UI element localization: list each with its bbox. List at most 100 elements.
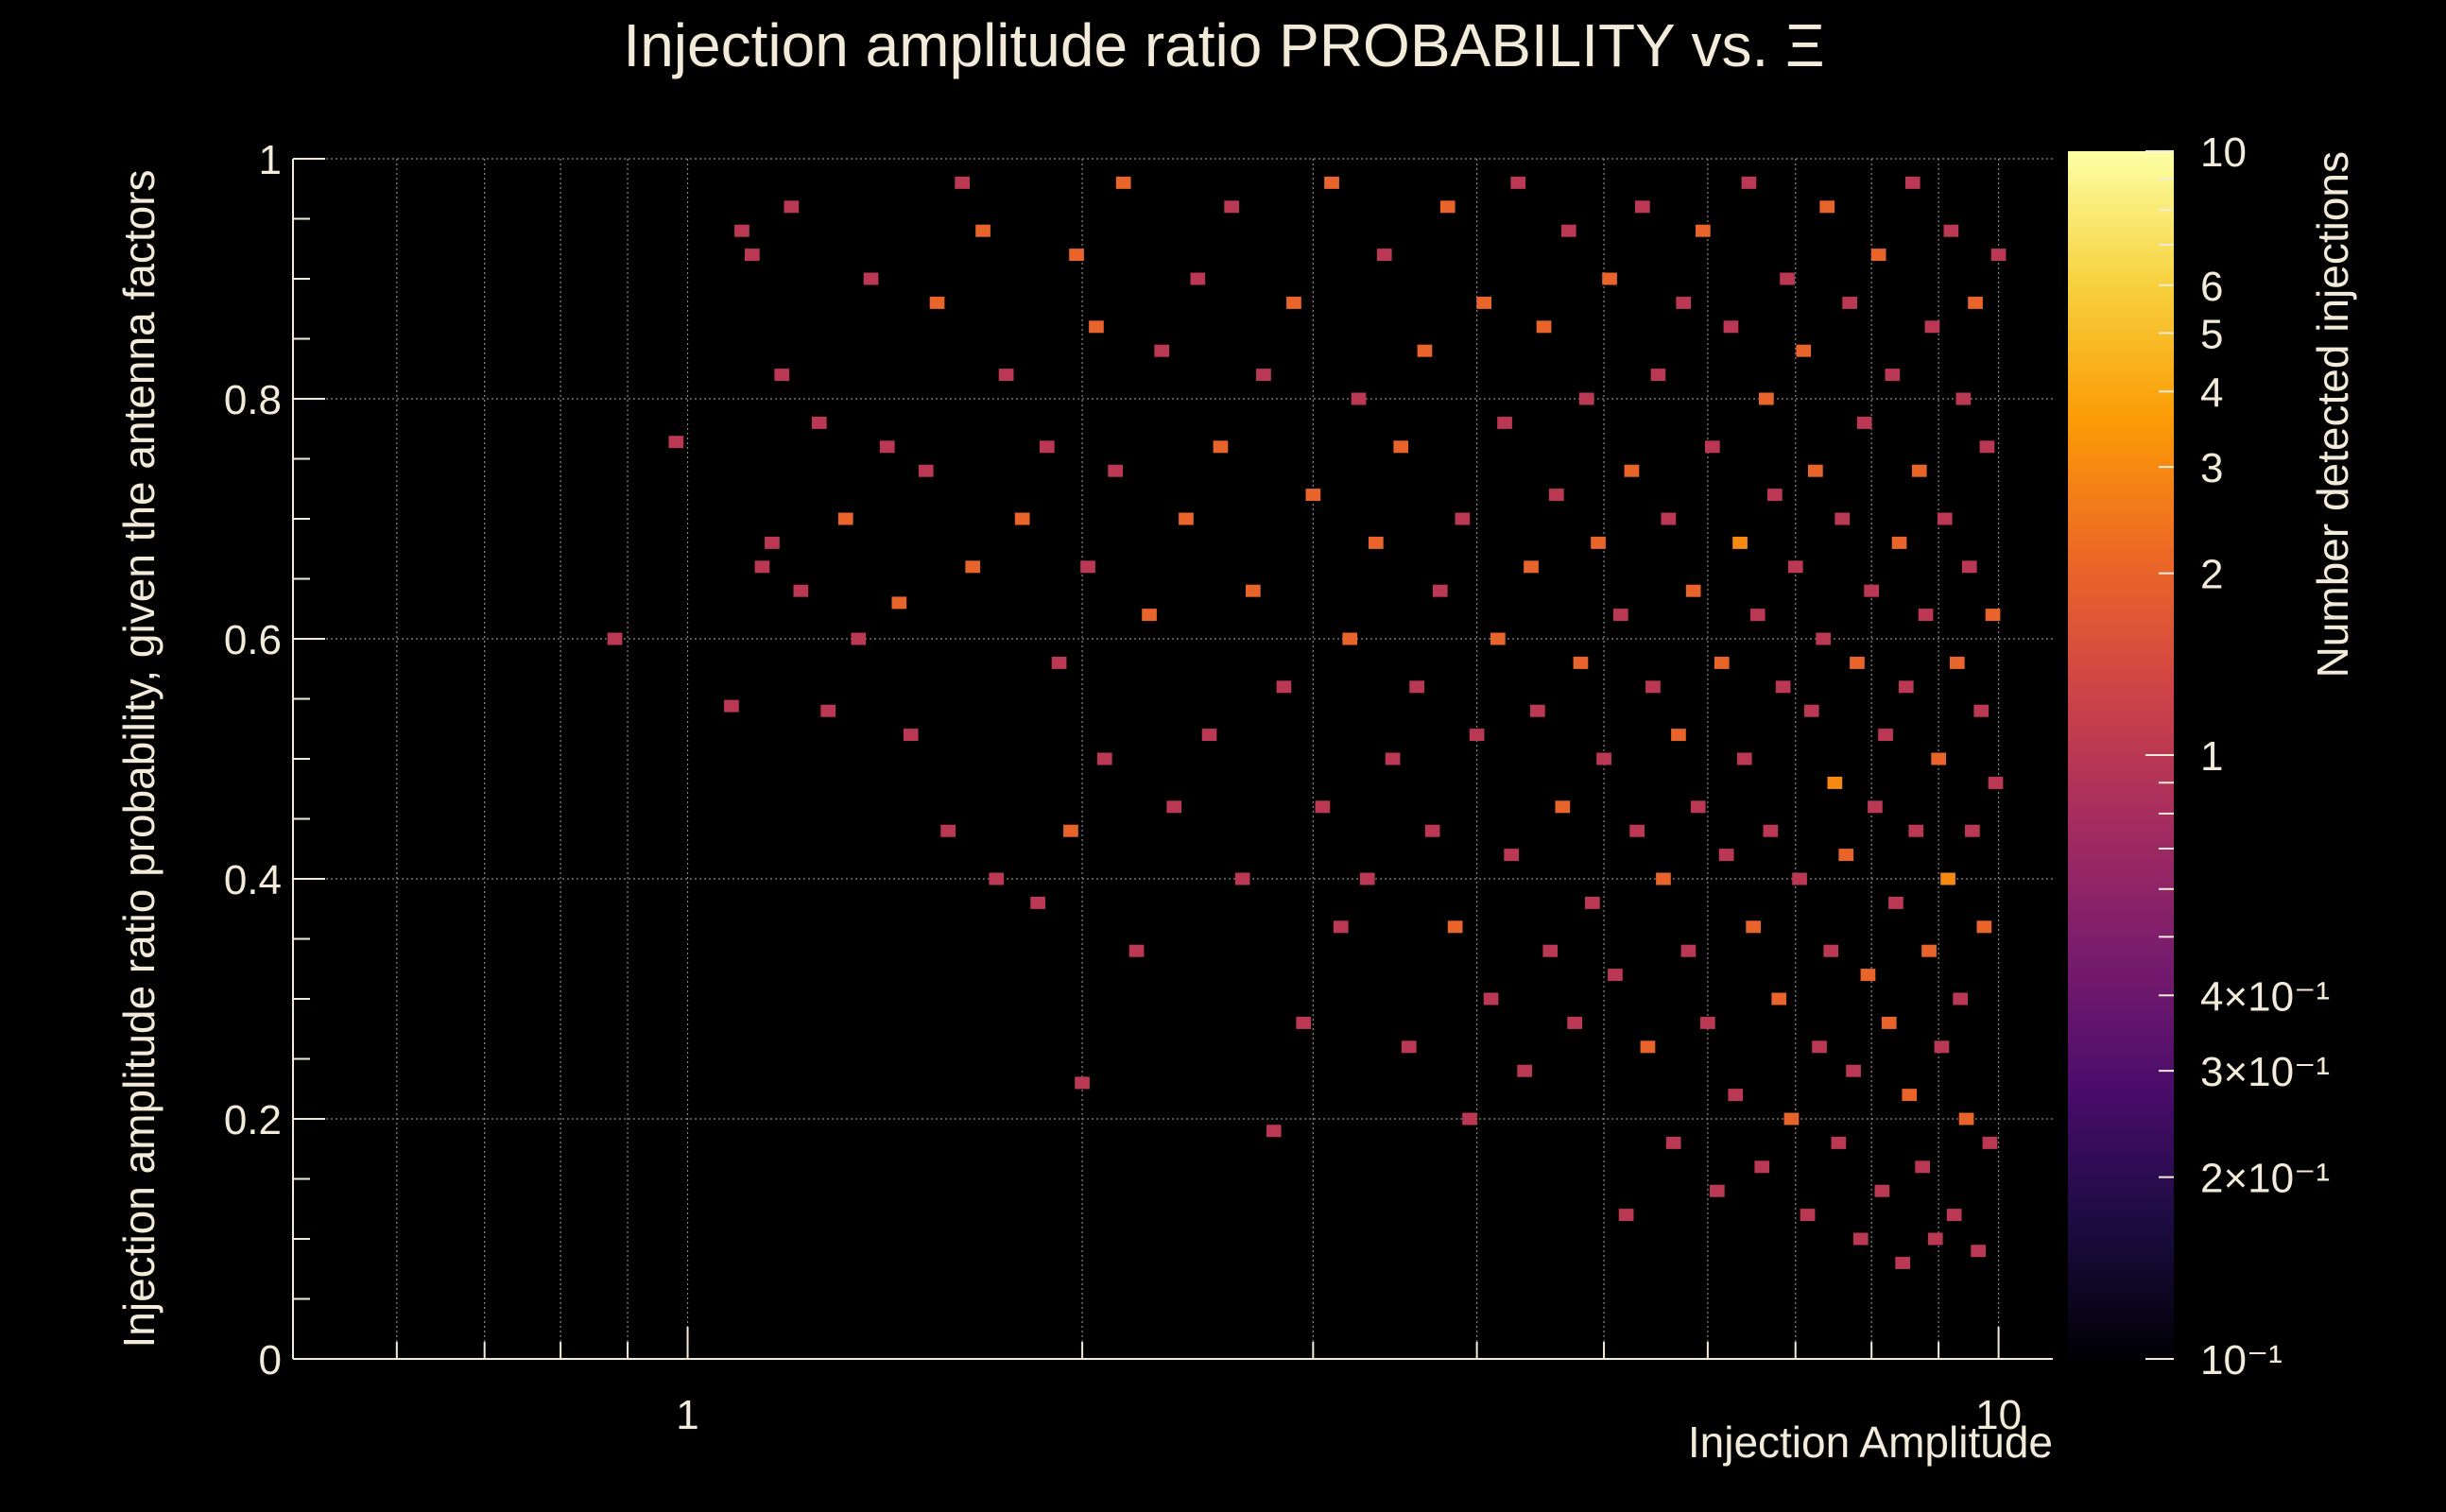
colorbar-title: Number detected injections — [2308, 151, 2357, 678]
heatmap-cell — [1555, 800, 1571, 814]
heatmap-cell — [1891, 536, 1907, 549]
heatmap-cell — [1775, 680, 1791, 694]
heatmap-cell — [784, 200, 800, 214]
heatmap-cell — [1908, 824, 1924, 837]
heatmap-cell — [811, 416, 827, 429]
heatmap-cell — [1447, 920, 1463, 934]
heatmap-cell — [975, 224, 990, 237]
heatmap-cell — [1860, 969, 1876, 982]
heatmap-cell — [1504, 849, 1519, 862]
heatmap-cell — [1567, 1016, 1582, 1029]
heatmap-cell — [1393, 440, 1409, 454]
heatmap-cell — [1455, 512, 1471, 525]
plot-area — [293, 159, 2053, 1359]
heatmap-cell — [1351, 392, 1367, 405]
heatmap-cell — [1324, 176, 1339, 189]
heatmap-cell — [837, 512, 853, 525]
heatmap-cell — [1069, 249, 1084, 262]
heatmap-cell — [1376, 249, 1392, 262]
heatmap-cell — [879, 440, 895, 454]
heatmap-cell — [1940, 872, 1955, 885]
heatmap-cell — [1439, 200, 1456, 214]
heatmap-cell — [1915, 1160, 1930, 1174]
heatmap-cell — [1934, 1040, 1950, 1054]
heatmap-cell — [1958, 1112, 1974, 1125]
colorbar-tick-label: 3×10⁻¹ — [2200, 1049, 2330, 1095]
heatmap-cell — [1315, 800, 1331, 814]
heatmap-cell — [1856, 416, 1872, 429]
heatmap-cell — [1635, 200, 1650, 214]
heatmap-cell — [1732, 536, 1748, 549]
heatmap-cell — [1578, 392, 1594, 405]
heatmap-cell — [1950, 656, 1965, 669]
chart-title: Injection amplitude ratio PROBABILITY vs… — [623, 11, 1824, 79]
heatmap-cell — [1749, 609, 1766, 622]
heatmap-cell — [1624, 464, 1640, 477]
colorbar-tick-label: 4 — [2200, 369, 2223, 416]
heatmap-cell — [1089, 320, 1104, 334]
heatmap-cell — [1359, 872, 1375, 885]
heatmap-cell — [1953, 992, 1968, 1005]
colorbar-tick-label: 3 — [2200, 445, 2223, 491]
heatmap-cell — [1754, 1160, 1770, 1174]
heatmap-cell — [1705, 440, 1720, 454]
colorbar-tick-label: 5 — [2200, 311, 2223, 357]
heatmap-cell — [734, 224, 749, 237]
heatmap-cell — [1834, 512, 1851, 525]
heatmap-cell — [1850, 656, 1865, 669]
heatmap-cell — [1596, 752, 1611, 765]
heatmap-cell — [1536, 320, 1552, 334]
heatmap-cell — [1796, 344, 1812, 357]
heatmap-cell — [1878, 729, 1893, 742]
heatmap-cell — [1490, 632, 1506, 645]
heatmap-cell — [1342, 632, 1358, 645]
heatmap-cell — [929, 296, 945, 309]
heatmap-cell — [1710, 1184, 1725, 1197]
heatmap-cell — [851, 632, 867, 645]
heatmap-cell — [1142, 609, 1157, 622]
heatmap-cell — [1852, 1232, 1869, 1246]
heatmap-cell — [1728, 1089, 1744, 1102]
heatmap-cell — [1690, 800, 1706, 814]
heatmap-cell — [1819, 200, 1835, 214]
heatmap-cell — [1827, 776, 1843, 789]
heatmap-cell — [1823, 944, 1839, 957]
y-tick-label: 0.6 — [224, 617, 282, 663]
heatmap-cell — [1718, 849, 1734, 862]
heatmap-cell — [1831, 1136, 1847, 1149]
heatmap-cell — [1868, 800, 1883, 814]
heatmap-cell — [1931, 752, 1946, 765]
heatmap-cell — [1305, 489, 1321, 502]
heatmap-cell — [1783, 1112, 1800, 1125]
heatmap-cell — [1417, 344, 1433, 357]
y-tick-label: 0.2 — [224, 1097, 282, 1143]
heatmap-cell — [1234, 872, 1250, 885]
heatmap-cell — [1911, 464, 1927, 477]
heatmap-cell — [1846, 1064, 1861, 1077]
heatmap-cell — [965, 560, 981, 574]
heatmap-cell — [1921, 944, 1937, 957]
heatmap-cell — [1881, 1016, 1897, 1029]
heatmap-cell — [1838, 849, 1854, 862]
heatmap-cell — [1476, 296, 1491, 309]
heatmap-cell — [1030, 896, 1045, 909]
heatmap-cell — [1573, 656, 1589, 669]
heatmap-cell — [1645, 680, 1661, 694]
heatmap-cell — [1924, 320, 1940, 334]
heatmap-cell — [1096, 752, 1112, 765]
y-tick-label: 1 — [259, 137, 282, 183]
heatmap-cell — [1990, 249, 2007, 262]
heatmap-cell — [1613, 609, 1628, 622]
heatmap-cell — [1560, 224, 1576, 237]
x-tick-label: 1 — [676, 1392, 698, 1438]
heatmap-cell — [1723, 320, 1739, 334]
heatmap-cell — [1483, 992, 1499, 1005]
heatmap-cell — [940, 824, 956, 837]
heatmap-cell — [1937, 512, 1953, 525]
heatmap-cell — [1904, 176, 1921, 189]
heatmap-cell — [754, 560, 770, 574]
colorbar-tick-label: 6 — [2200, 264, 2223, 310]
heatmap-cell — [1870, 249, 1886, 262]
heatmap-cell — [1746, 920, 1761, 934]
heatmap-cell — [1224, 200, 1239, 214]
